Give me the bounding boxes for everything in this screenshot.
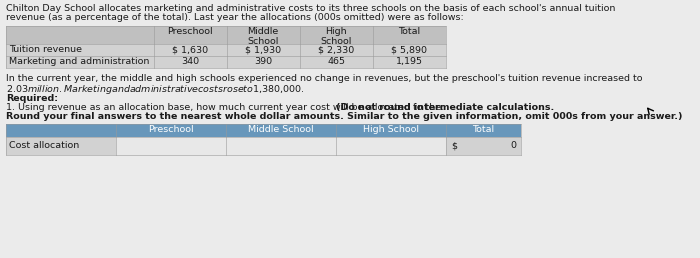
Bar (336, 137, 446, 155)
Text: revenue (as a percentage of the total). Last year the allocations (000s omitted): revenue (as a percentage of the total). … (6, 13, 463, 22)
Text: Middle School: Middle School (248, 125, 314, 134)
Text: In the current year, the middle and high schools experienced no change in revenu: In the current year, the middle and high… (6, 74, 643, 83)
Text: Preschool: Preschool (148, 125, 194, 134)
Text: Required:: Required: (6, 94, 58, 103)
Text: High
School: High School (321, 27, 351, 46)
Text: Chilton Day School allocates marketing and administrative costs to its three sch: Chilton Day School allocates marketing a… (6, 4, 615, 13)
Text: 465: 465 (327, 57, 345, 66)
Text: $2.03 million. Marketing and administrative costs rose to $1,380,000.: $2.03 million. Marketing and administrat… (6, 83, 304, 96)
Bar (6, 124, 521, 137)
Text: 340: 340 (181, 57, 199, 66)
Text: $ 1,930: $ 1,930 (245, 45, 281, 54)
Text: Preschool: Preschool (167, 27, 213, 36)
Text: 1. Using revenue as an allocation base, how much current year cost will be alloc: 1. Using revenue as an allocation base, … (6, 103, 447, 112)
Bar (116, 137, 226, 155)
Text: $: $ (451, 141, 457, 150)
Text: $ 1,630: $ 1,630 (172, 45, 208, 54)
Text: 0: 0 (510, 141, 516, 150)
Bar (6, 26, 446, 44)
Text: (Do not round intermediate calculations.: (Do not round intermediate calculations. (336, 103, 554, 112)
Bar (446, 137, 521, 155)
Text: 1,195: 1,195 (395, 57, 423, 66)
Bar (226, 137, 336, 155)
Text: $ 5,890: $ 5,890 (391, 45, 427, 54)
Text: Middle
School: Middle School (247, 27, 279, 46)
Text: Tuition revenue: Tuition revenue (9, 45, 82, 54)
Text: Cost allocation: Cost allocation (9, 141, 79, 150)
Bar (6, 26, 446, 68)
Text: Marketing and administration: Marketing and administration (9, 57, 149, 66)
Text: Total: Total (398, 27, 420, 36)
Text: Round your final answers to the nearest whole dollar amounts. Similar to the giv: Round your final answers to the nearest … (6, 112, 682, 121)
Bar (6, 137, 116, 155)
Text: $ 2,330: $ 2,330 (318, 45, 354, 54)
Text: 390: 390 (254, 57, 272, 66)
Text: Total: Total (472, 125, 494, 134)
Text: High School: High School (363, 125, 419, 134)
